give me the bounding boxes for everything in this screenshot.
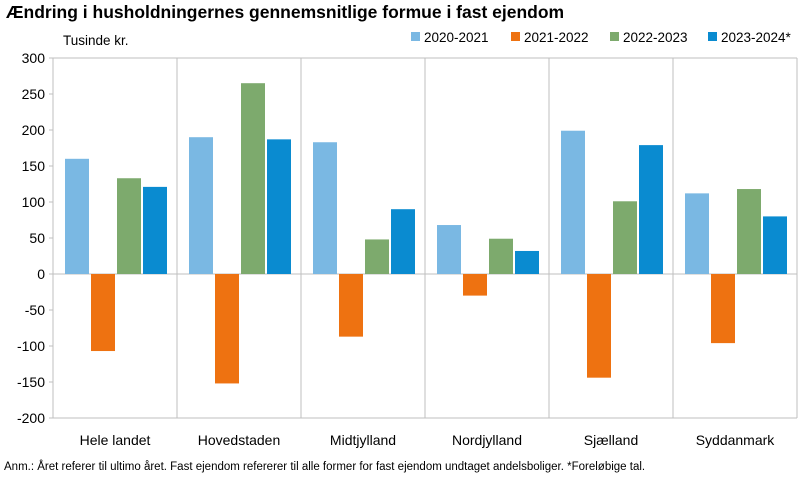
bar [267, 139, 291, 274]
legend-entry: 2020-2021 [424, 30, 489, 45]
bar [313, 142, 337, 274]
legend-swatch [411, 32, 420, 41]
chart-title: Ændring i husholdningernes gennemsnitlig… [6, 2, 565, 22]
y-tick-label: 200 [22, 122, 46, 138]
bar [685, 193, 709, 274]
y-unit-label: Tusinde kr. [63, 33, 129, 48]
bars [65, 83, 787, 384]
y-tick-label: 300 [22, 50, 46, 66]
x-tick-label: Syddanmark [696, 432, 776, 448]
axes [49, 57, 798, 419]
bar [515, 250, 539, 274]
bar [365, 239, 389, 274]
bar [737, 189, 761, 274]
y-tick-label: 0 [37, 266, 45, 282]
bar [339, 274, 363, 337]
y-tick-label: 100 [22, 194, 46, 210]
x-tick-label: Hele landet [80, 432, 151, 448]
y-tick-label: 150 [22, 158, 46, 174]
y-tick-label: -100 [17, 338, 45, 354]
legend-swatch [511, 32, 520, 41]
bar [215, 274, 239, 384]
legend-entry: 2021-2022 [524, 30, 589, 45]
chart-note: Anm.: Året referer til ultimo året. Fast… [4, 461, 646, 473]
bar [91, 274, 115, 352]
x-tick-label: Nordjylland [452, 432, 522, 448]
bar [463, 274, 487, 296]
x-tick-label: Hovedstaden [198, 432, 281, 448]
bar [65, 158, 89, 274]
bar [561, 130, 585, 274]
legend-entry: 2022-2023 [623, 30, 688, 45]
bar [117, 178, 141, 274]
y-unit-label-group: Tusinde kr. [63, 33, 129, 48]
bar [391, 209, 415, 274]
x-tick-label: Sjælland [584, 432, 638, 448]
legend-entry: 2023-2024* [721, 30, 792, 45]
bar [489, 238, 513, 274]
bar [143, 186, 167, 274]
y-tick-label: 50 [29, 230, 45, 246]
y-tick-label: 250 [22, 86, 46, 102]
bar [241, 83, 265, 274]
legend-swatch [708, 32, 717, 41]
bar [711, 274, 735, 344]
legend: 2020-2021 2021-2022 2022-2023 2023-2024* [411, 30, 792, 45]
y-tick-label: -150 [17, 374, 45, 390]
y-tick-label: -50 [25, 302, 45, 318]
bar [639, 145, 663, 274]
legend-swatch [610, 32, 619, 41]
bar [763, 216, 787, 274]
bar [189, 137, 213, 274]
tick-labels: 300 250 200 150 100 50 0 -50 -100 -150 -200 Hele la… [17, 50, 775, 448]
bar [587, 274, 611, 378]
y-tick-label: -200 [17, 410, 45, 426]
bar [437, 225, 461, 274]
x-tick-label: Midtjylland [330, 432, 396, 448]
bar [613, 201, 637, 274]
